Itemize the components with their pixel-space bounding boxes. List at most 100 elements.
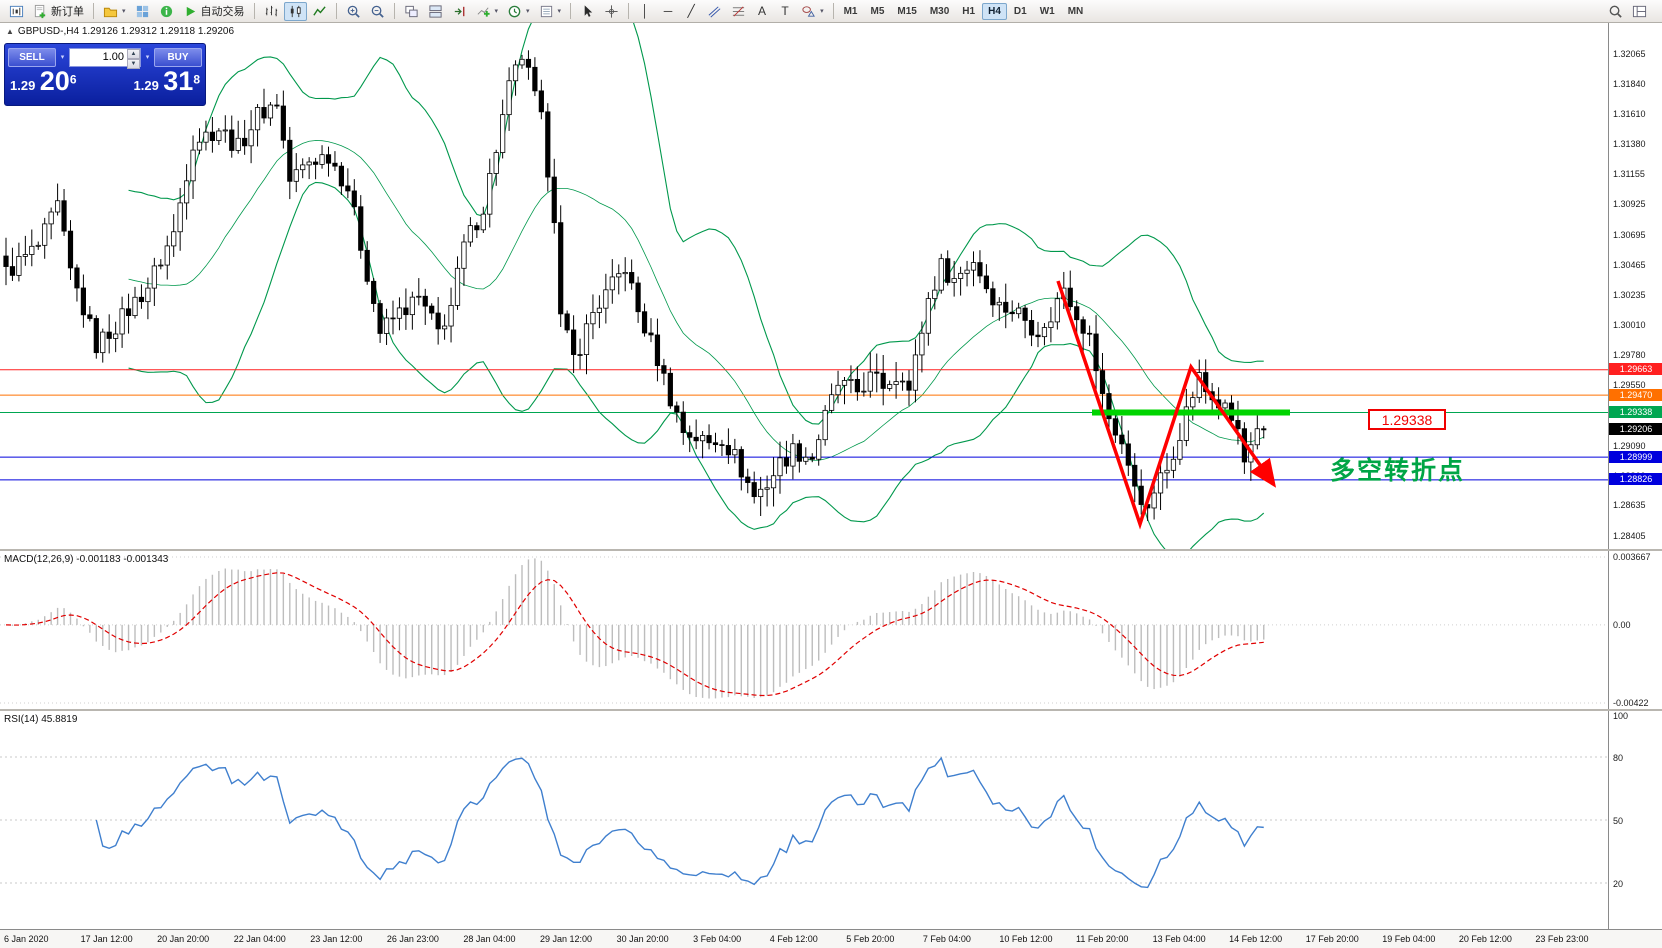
support-highlight-bar[interactable] [1092,409,1290,416]
periods-button[interactable]: ▾ [503,2,534,21]
price-annotation-box[interactable]: 1.29338 [1368,409,1446,430]
candle-body [312,161,319,165]
candle-body [74,267,80,289]
volume-value[interactable]: 1.00 [102,50,124,63]
trend-zigzag-arrow[interactable] [1056,280,1277,530]
buy-price-big: 31 [163,66,194,96]
panel-splitter-1[interactable] [0,549,1662,551]
candle-body [641,311,648,334]
autotrade-button[interactable]: 自动交易 [179,2,249,21]
candle-body [764,487,770,490]
timeframe-mn-button[interactable]: MN [1067,5,1084,17]
zoom-in-button[interactable] [342,2,365,21]
one-click-collapse-arrow[interactable]: ▲ [6,27,14,36]
macd-axis-label: 0.00 [1613,619,1631,630]
chart-shift-button[interactable] [448,2,471,21]
candle-body [925,298,931,334]
candle-body [674,405,680,413]
candle-body [958,272,964,279]
vertical-line-button[interactable]: │ [634,2,656,21]
price-badge: 1.29206 [1609,423,1662,436]
indicators-button[interactable]: ▾ [472,2,503,21]
timeframe-h1-button[interactable]: H1 [962,5,976,17]
candle-body [422,295,428,307]
time-axis[interactable]: 6 Jan 2020 17 Jan 12:00 20 Jan 20:00 22 Jan… [0,929,1662,948]
price-chart-panel[interactable]: ▲ GBPUSD-,H4 1.29126 1.29312 1.29118 1.2… [0,23,1662,549]
candle-body [616,273,622,278]
time-axis-label: 17 Jan 12:00 [80,934,133,944]
sell-dropdown-arrow[interactable]: ▾ [60,54,65,61]
sell-price[interactable]: 1.29 206 [10,66,77,96]
timeframe-m30-button[interactable]: M30 [929,5,950,17]
candle-body [706,435,712,444]
chart-window-icon [9,4,24,19]
candle-body [280,105,286,141]
toolbar-separator [393,3,395,19]
arrange-charts-button[interactable] [424,2,447,21]
timeframe-m15-button[interactable]: M15 [897,5,917,17]
candlestick-chart-button[interactable] [283,1,307,21]
crosshair-icon [604,4,619,19]
new-order-button[interactable]: 新订单 [29,2,88,21]
bar-chart-button[interactable] [260,2,283,21]
macd-panel[interactable]: MACD(12,26,9) -0.001183 -0.001343 0.0036… [0,551,1662,709]
candle-body [783,457,790,467]
ohlc-readout: ▲ GBPUSD-,H4 1.29126 1.29312 1.29118 1.2… [6,26,234,37]
volume-up-icon[interactable]: ▲ [127,48,140,59]
data-window-button[interactable] [155,2,178,21]
volume-stepper[interactable]: 1.00 ▲ ▼ [69,47,141,69]
price-axis-label: 1.32065 [1613,49,1646,60]
timeframe-h4-button[interactable]: H4 [982,2,1007,20]
price-scale[interactable]: 1.32065 1.31840 1.31610 1.31380 1.31155 1.309… [1608,23,1662,549]
timeframe-m5-button[interactable]: M5 [870,5,885,17]
candle-body [919,332,925,356]
shapes-button[interactable]: ▾ [797,2,828,21]
text-label-icon: T [781,3,789,18]
profiles-button[interactable]: ▾ [99,2,130,21]
equidistant-channel-button[interactable] [703,2,726,21]
timeframe-d1-button[interactable]: D1 [1013,5,1027,17]
search-button[interactable] [1604,2,1627,21]
panel-splitter-2[interactable] [0,709,1662,711]
candle-body [1028,320,1035,336]
trendline-button[interactable]: ╱ [680,2,702,21]
candle-body [738,449,744,478]
text-button[interactable]: A [751,2,773,21]
toolbar-separator [335,3,337,19]
candle-body [822,409,828,441]
horizontal-line-button[interactable]: ─ [657,2,679,21]
text-label-button[interactable]: T [774,2,796,21]
price-axis-label: 1.31840 [1613,78,1646,89]
candle-body [629,272,635,284]
search-icon [1608,4,1623,19]
candle-body [1183,406,1189,441]
line-chart-button[interactable] [308,2,331,21]
candle-body [125,308,132,317]
candle-body [661,365,667,374]
candle-body [493,152,499,174]
charts-grid-button[interactable] [131,2,154,21]
candle-body [970,262,977,271]
zoom-out-button[interactable] [366,2,389,21]
templates-button[interactable]: ▾ [535,2,566,21]
candle-body [538,90,544,113]
layout-button[interactable] [1628,2,1651,21]
chart-window-button[interactable] [5,2,28,21]
buy-button[interactable]: BUY [154,47,202,67]
timeframe-m1-button[interactable]: M1 [843,5,858,17]
rsi-panel[interactable]: RSI(14) 45.8819 100 80 50 20 [0,711,1662,929]
crosshair-button[interactable] [600,2,623,21]
volume-down-icon[interactable]: ▼ [127,58,140,69]
candlestick-chart[interactable] [0,23,1608,549]
turning-point-annotation[interactable]: 多空转折点 [1330,457,1466,485]
fibonacci-button[interactable] [727,2,750,21]
buy-dropdown-arrow[interactable]: ▾ [145,54,150,61]
candle-body [196,141,203,151]
sell-button[interactable]: SELL [8,47,56,67]
volume-spin-buttons[interactable]: ▲ ▼ [127,48,140,69]
cursor-button[interactable] [576,2,599,21]
tile-windows-button[interactable] [400,2,423,21]
timeframe-w1-button[interactable]: W1 [1039,5,1055,17]
buy-price[interactable]: 1.29 318 [134,66,201,96]
rsi-axis-label: 100 [1613,711,1629,721]
